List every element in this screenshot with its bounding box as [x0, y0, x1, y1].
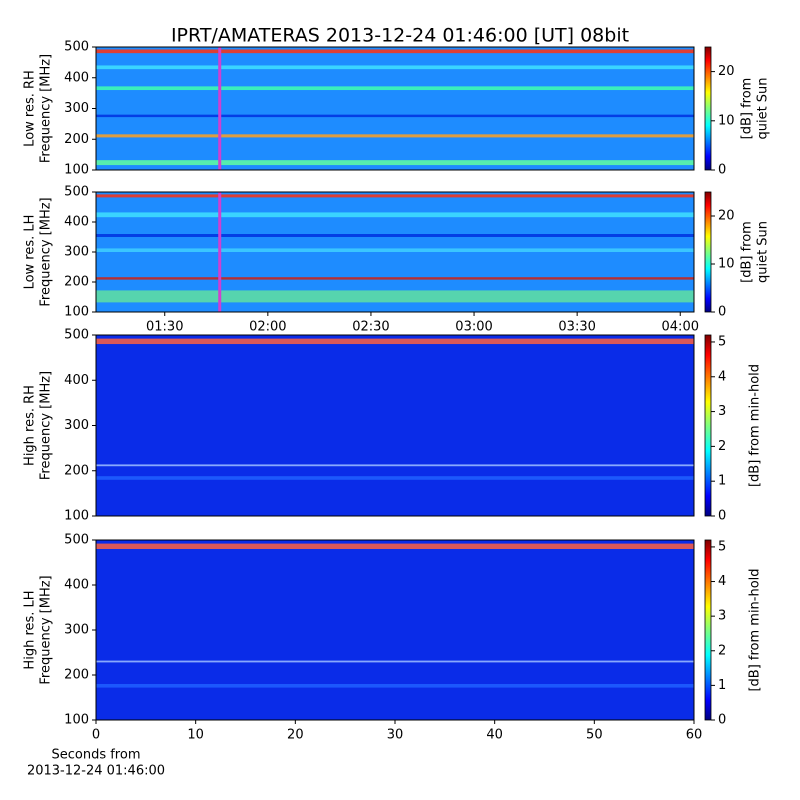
colorbar-tick-label: 3 [718, 404, 726, 419]
y-tick-label: 500 [64, 328, 89, 343]
colorbar [704, 539, 712, 721]
colorbar-tick-label: 0 [718, 305, 726, 320]
colorbar [704, 334, 712, 517]
spectrogram-band [96, 338, 694, 345]
colorbar-tick-label: 0 [718, 163, 726, 178]
spectrogram-band [96, 86, 694, 91]
y-axis-label: Low res. RH [23, 70, 38, 147]
y-tick-label: 300 [64, 623, 89, 638]
y-tick-label: 500 [64, 40, 89, 55]
y-axis-label: Frequency [MHz] [39, 197, 54, 306]
x-tick-label: 40 [486, 728, 503, 743]
spectrogram-band [96, 543, 694, 549]
y-tick-label: 200 [64, 132, 89, 147]
spectrogram-band [96, 290, 694, 303]
y-tick-label: 400 [64, 578, 89, 593]
spectrogram-band [96, 194, 694, 198]
y-tick-label: 500 [64, 185, 89, 200]
x-tick-label: 0 [92, 728, 100, 743]
colorbar [704, 46, 712, 171]
y-axis-label: Low res. LH [23, 215, 38, 290]
y-tick-label: 400 [64, 373, 89, 388]
spectrogram-band [96, 134, 694, 138]
colorbar-tick-label: 3 [718, 609, 726, 624]
y-axis-label: Frequency [MHz] [39, 54, 54, 163]
spectrogram-band [96, 49, 694, 54]
x-tick-label: 04:00 [662, 320, 699, 335]
y-tick-label: 300 [64, 245, 89, 260]
y-tick-label: 300 [64, 101, 89, 116]
x-tick-label: 50 [586, 728, 603, 743]
y-axis-label: High res. RH [23, 385, 38, 466]
spectrogram-band [96, 234, 694, 237]
colorbar-tick-label: 10 [718, 257, 735, 272]
colorbar-tick-label: 5 [718, 539, 726, 554]
x-tick-label: 02:00 [249, 320, 286, 335]
y-tick-label: 400 [64, 70, 89, 85]
spectrogram-band [96, 277, 694, 280]
x-tick-label: 01:30 [146, 320, 183, 335]
colorbar-tick-label: 10 [718, 113, 735, 128]
spectrogram-band [96, 660, 694, 663]
y-tick-label: 200 [64, 463, 89, 478]
y-axis-label: Frequency [MHz] [39, 575, 54, 684]
x-tick-label: 20 [287, 728, 304, 743]
colorbar-label: [dB] from min-hold [748, 364, 763, 487]
y-axis-label: Frequency [MHz] [39, 371, 54, 480]
colorbar-tick-label: 4 [718, 369, 726, 384]
x-tick-label: 02:30 [352, 320, 389, 335]
x-tick-label: 03:00 [455, 320, 492, 335]
y-tick-label: 100 [64, 509, 89, 524]
spectrogram-band [96, 684, 694, 688]
colorbar-tick-label: 2 [718, 643, 726, 658]
spectrogram [96, 335, 694, 516]
x-axis-label: 2013-12-24 01:46:00 [27, 764, 165, 779]
spectrogram-band [96, 464, 694, 467]
colorbar-tick-label: 0 [718, 509, 726, 524]
y-tick-label: 400 [64, 215, 89, 230]
colorbar-label: [dB] from [740, 221, 755, 283]
x-tick-label: 60 [686, 728, 703, 743]
colorbar-tick-label: 5 [718, 334, 726, 349]
spectrogram-band [96, 476, 694, 480]
y-tick-label: 100 [64, 713, 89, 728]
y-tick-label: 500 [64, 533, 89, 548]
y-tick-label: 100 [64, 163, 89, 178]
y-axis-label: High res. LH [23, 590, 38, 669]
colorbar-label: quiet Sun [756, 221, 771, 283]
colorbar-label: [dB] from [740, 78, 755, 140]
spectrogram-band [96, 212, 694, 218]
colorbar-tick-label: 0 [718, 713, 726, 728]
x-tick-label: 03:30 [558, 320, 595, 335]
chart-title: IPRT/AMATERAS 2013-12-24 01:46:00 [UT] 0… [171, 25, 629, 47]
spectrogram [96, 540, 694, 720]
y-tick-label: 200 [64, 668, 89, 683]
colorbar-tick-label: 2 [718, 439, 726, 454]
colorbar-tick-label: 20 [718, 64, 735, 79]
colorbar-tick-label: 1 [718, 678, 726, 693]
colorbar-label: [dB] from min-hold [748, 568, 763, 691]
y-tick-label: 100 [64, 305, 89, 320]
y-tick-label: 200 [64, 275, 89, 290]
x-axis-label: Seconds from [51, 748, 140, 763]
x-tick-label: 10 [187, 728, 204, 743]
colorbar-tick-label: 4 [718, 574, 726, 589]
spectrogram-band [96, 114, 694, 118]
spectrogram-band [96, 248, 694, 252]
colorbar-tick-label: 1 [718, 474, 726, 489]
spectrogram-band [96, 160, 694, 166]
colorbar-tick-label: 20 [718, 209, 735, 224]
spectrogram-band [96, 65, 694, 70]
x-tick-label: 30 [387, 728, 404, 743]
colorbar-label: quiet Sun [756, 77, 771, 139]
colorbar [704, 191, 712, 313]
y-tick-label: 300 [64, 418, 89, 433]
